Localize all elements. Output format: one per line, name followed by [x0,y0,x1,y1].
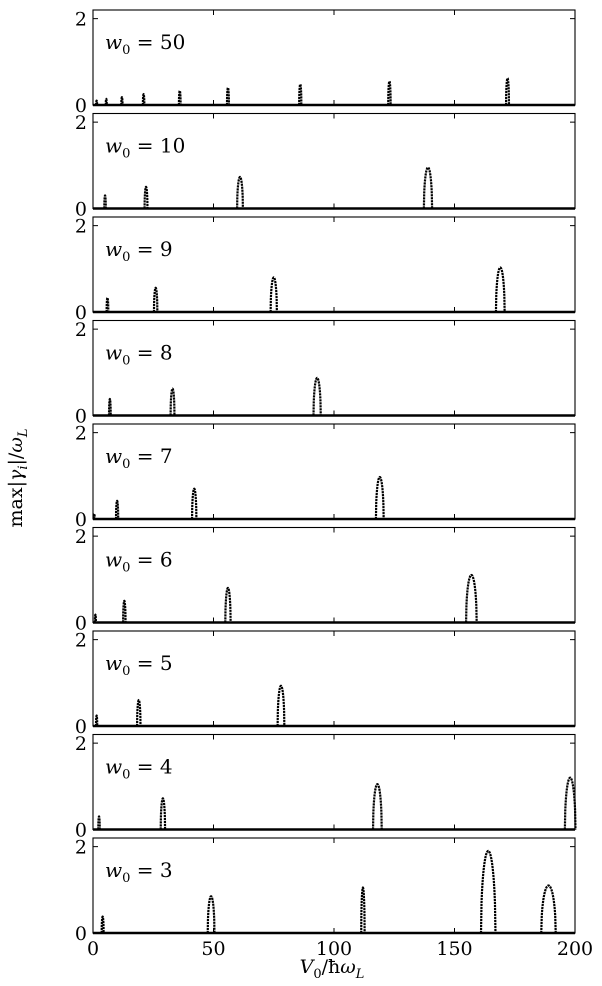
y-tick-label: 0 [75,613,87,635]
peak-50-7 [298,82,303,106]
axes-frame [92,112,576,210]
peak-6-4 [464,573,478,623]
peak-50-4 [141,92,146,106]
y-tick-label: 2 [75,112,87,134]
panel-w0-7: 0 2 w0 = 7 [75,423,576,531]
peak-7-1 [92,512,96,520]
peak-8-1 [107,397,112,416]
peak-4-2 [159,797,167,830]
axes-frame [92,423,576,520]
peak-3-3 [360,886,366,934]
y-tick-label: 2 [75,423,87,445]
peak-9-2 [152,286,159,313]
peak-10-1 [103,194,107,209]
peak-9-3 [269,276,278,313]
axes-frame [92,319,576,417]
panel-label: w0 = 8 [105,341,173,369]
axes-frame [92,9,576,106]
peak-3-2 [206,895,216,934]
peak-4-1 [97,815,101,830]
x-tick-label: 50 [201,938,225,960]
y-tick-label: 0 [75,923,87,945]
y-tick-label: 0 [75,302,87,324]
panel-label: w0 = 9 [105,237,173,265]
peak-50-2 [104,97,108,106]
peak-4-4 [563,776,577,830]
peak-3-5 [540,884,557,934]
peak-50-1 [95,99,99,106]
peak-50-6 [225,86,231,106]
axes-frame [92,526,576,624]
y-tick-label: 2 [75,9,87,31]
panel-w0-5: 0 2 w0 = 5 [75,630,576,738]
peak-50-8 [387,79,392,106]
y-tick-label: 0 [75,820,87,842]
y-tick-label: 0 [75,716,87,738]
x-tick-label: 200 [557,938,593,960]
y-axis-label: max|γi|/ωL [5,429,31,528]
x-tick-label: 0 [87,938,99,960]
peak-10-4 [422,166,434,209]
y-tick-label: 2 [75,630,87,652]
peak-8-2 [169,387,176,416]
panel-w0-10: 0 2 w0 = 10 [75,112,576,221]
x-axis-label: V0/ħωL [300,956,365,982]
y-tick-label: 2 [75,526,87,548]
axes-frame [92,216,576,313]
y-tick-label: 2 [75,837,87,859]
peak-10-2 [143,185,149,209]
panel-w0-3: 0 2 w0 = 3 0 50 100 150 200 [75,837,593,960]
peak-10-3 [236,175,244,209]
panel-w0-8: 0 2 w0 = 8 [75,319,576,428]
peak-6-3 [224,586,232,623]
peak-6-1 [93,613,97,623]
peak-7-3 [190,487,198,520]
panel-label: w0 = 6 [105,548,173,576]
peak-6-2 [122,599,127,623]
y-tick-label: 0 [75,95,87,117]
y-tick-label: 2 [75,216,87,238]
axes-frame [92,630,576,727]
panel-w0-9: 0 2 w0 = 9 [75,216,576,324]
panel-w0-6: 0 2 w0 = 6 [75,526,576,635]
y-tick-label: 0 [75,199,87,221]
y-tick-label: 0 [75,406,87,428]
peak-50-3 [120,96,124,106]
x-tick-label: 100 [316,938,352,960]
y-tick-label: 2 [75,319,87,341]
peak-4-3 [371,782,383,830]
panel-label: w0 = 10 [105,134,185,162]
panel-label: w0 = 3 [105,858,173,886]
y-tick-label: 0 [75,509,87,531]
panel-w0-50: 0 2 w0 = 50 [75,9,576,117]
panel-label: w0 = 4 [105,755,173,783]
peak-8-3 [312,376,322,416]
peak-3-1 [100,915,105,934]
peak-9-4 [494,266,506,313]
peak-50-5 [177,89,182,106]
panel-label: w0 = 50 [105,30,185,58]
peak-7-2 [114,499,120,520]
peak-5-3 [276,684,286,727]
panel-w0-4: 0 2 w0 = 4 [75,733,577,842]
panel-label: w0 = 7 [105,444,173,472]
x-tick-label: 150 [436,938,472,960]
peak-5-2 [136,698,142,727]
axes-frame [92,837,576,934]
peak-5-1 [94,714,99,727]
peak-9-1 [105,296,110,313]
peak-50-9 [504,76,511,106]
y-tick-label: 2 [75,733,87,755]
panel-label: w0 = 5 [105,651,173,679]
peak-7-4 [374,475,385,520]
peak-3-4 [479,849,497,934]
